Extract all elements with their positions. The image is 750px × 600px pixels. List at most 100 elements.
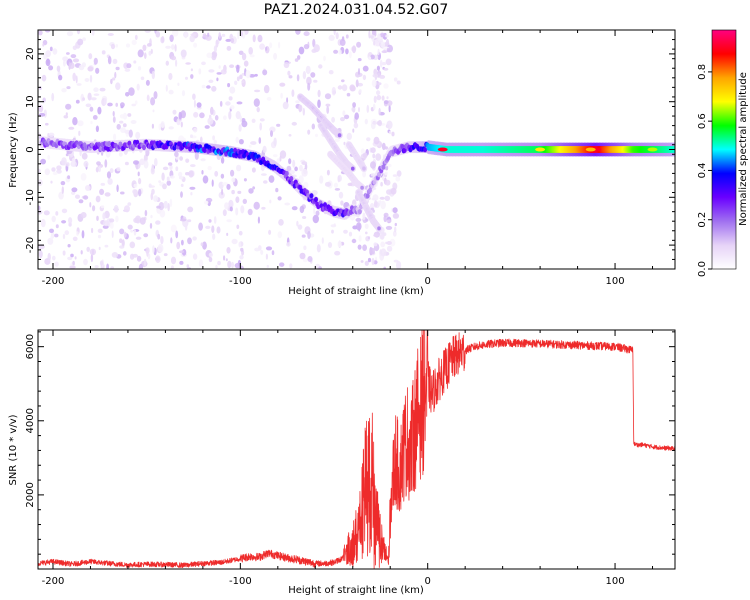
noise-speckle bbox=[292, 159, 296, 168]
noise-speckle bbox=[170, 237, 173, 244]
noise-speckle bbox=[225, 101, 231, 106]
noise-speckle bbox=[76, 83, 82, 86]
noise-speckle bbox=[376, 90, 381, 96]
noise-speckle bbox=[340, 117, 345, 122]
noise-speckle bbox=[156, 205, 161, 209]
noise-speckle bbox=[259, 118, 265, 122]
noise-speckle bbox=[299, 164, 303, 172]
noise-speckle bbox=[277, 231, 283, 239]
noise-speckle bbox=[89, 74, 93, 83]
noise-speckle bbox=[41, 74, 47, 82]
noise-speckle bbox=[205, 34, 212, 41]
noise-speckle bbox=[165, 45, 172, 49]
noise-speckle bbox=[351, 106, 356, 112]
noise-speckle bbox=[270, 130, 273, 138]
noise-speckle bbox=[386, 245, 393, 252]
noise-speckle bbox=[193, 99, 196, 108]
snr-frame bbox=[37, 329, 676, 570]
noise-speckle bbox=[110, 43, 116, 50]
noise-speckle bbox=[235, 136, 239, 143]
noise-speckle bbox=[386, 96, 389, 100]
noise-speckle bbox=[190, 33, 197, 37]
noise-speckle bbox=[385, 38, 390, 47]
noise-speckle bbox=[47, 252, 51, 262]
noise-speckle bbox=[179, 156, 184, 161]
noise-speckle bbox=[77, 38, 84, 46]
noise-speckle bbox=[346, 92, 351, 97]
noise-speckle bbox=[386, 120, 393, 130]
noise-speckle bbox=[72, 72, 76, 82]
noise-speckle bbox=[45, 50, 51, 58]
noise-speckle bbox=[241, 79, 246, 87]
noise-speckle bbox=[162, 166, 169, 171]
noise-speckle bbox=[124, 205, 130, 213]
noise-speckle bbox=[213, 45, 217, 53]
noise-speckle bbox=[116, 123, 121, 130]
noise-speckle bbox=[54, 261, 59, 267]
noise-speckle bbox=[161, 36, 165, 43]
noise-speckle bbox=[201, 170, 204, 175]
noise-speckle bbox=[177, 82, 180, 87]
noise-speckle bbox=[321, 237, 324, 244]
noise-speckle bbox=[192, 236, 197, 241]
noise-speckle bbox=[61, 186, 64, 195]
noise-speckle bbox=[302, 216, 307, 219]
noise-speckle bbox=[176, 241, 181, 250]
noise-speckle bbox=[216, 77, 219, 82]
noise-speckle bbox=[283, 61, 290, 69]
noise-speckle bbox=[380, 181, 383, 187]
noise-speckle bbox=[90, 253, 94, 263]
noise-speckle bbox=[112, 110, 115, 117]
noise-speckle bbox=[189, 35, 195, 43]
noise-speckle bbox=[370, 54, 375, 60]
noise-speckle bbox=[388, 131, 392, 135]
noise-speckle bbox=[130, 120, 137, 124]
noise-speckle bbox=[315, 133, 318, 138]
noise-speckle bbox=[237, 190, 242, 194]
noise-speckle bbox=[193, 127, 198, 133]
noise-speckle bbox=[347, 182, 353, 187]
noise-speckle bbox=[238, 124, 242, 132]
noise-speckle bbox=[282, 101, 289, 110]
noise-speckle bbox=[389, 238, 396, 247]
noise-speckle bbox=[307, 231, 311, 239]
noise-speckle bbox=[184, 222, 188, 231]
noise-speckle bbox=[228, 199, 234, 209]
noise-speckle bbox=[326, 105, 330, 114]
noise-speckle bbox=[115, 44, 118, 48]
noise-speckle bbox=[366, 137, 371, 142]
noise-speckle bbox=[112, 77, 116, 81]
noise-speckle bbox=[148, 50, 152, 56]
noise-speckle bbox=[89, 202, 92, 208]
noise-speckle bbox=[65, 162, 70, 167]
noise-speckle bbox=[391, 131, 395, 137]
noise-speckle bbox=[239, 74, 243, 80]
noise-speckle bbox=[263, 180, 268, 184]
noise-speckle bbox=[172, 109, 177, 115]
noise-speckle bbox=[179, 250, 185, 254]
noise-speckle bbox=[95, 166, 99, 173]
noise-speckle bbox=[307, 129, 311, 135]
noise-speckle bbox=[135, 236, 142, 240]
noise-speckle bbox=[89, 106, 94, 112]
noise-speckle bbox=[180, 183, 184, 187]
noise-speckle bbox=[251, 118, 256, 124]
noise-speckle bbox=[373, 136, 380, 145]
main-band-core bbox=[309, 193, 314, 199]
noise-speckle bbox=[192, 253, 198, 260]
main-band-core bbox=[400, 144, 405, 150]
noise-speckle bbox=[240, 31, 243, 37]
noise-speckle bbox=[44, 168, 50, 176]
noise-speckle bbox=[172, 30, 179, 37]
noise-speckle bbox=[266, 264, 269, 268]
noise-speckle bbox=[211, 85, 217, 92]
noise-speckle bbox=[40, 218, 46, 228]
colorbar-label: Normalized spectral amplitude bbox=[738, 72, 749, 226]
noise-speckle bbox=[368, 30, 371, 39]
noise-speckle bbox=[372, 153, 376, 159]
noise-speckle bbox=[144, 52, 147, 59]
noise-speckle bbox=[337, 240, 342, 248]
noise-speckle bbox=[110, 78, 113, 85]
noise-speckle bbox=[148, 183, 152, 188]
noise-speckle bbox=[146, 94, 150, 102]
